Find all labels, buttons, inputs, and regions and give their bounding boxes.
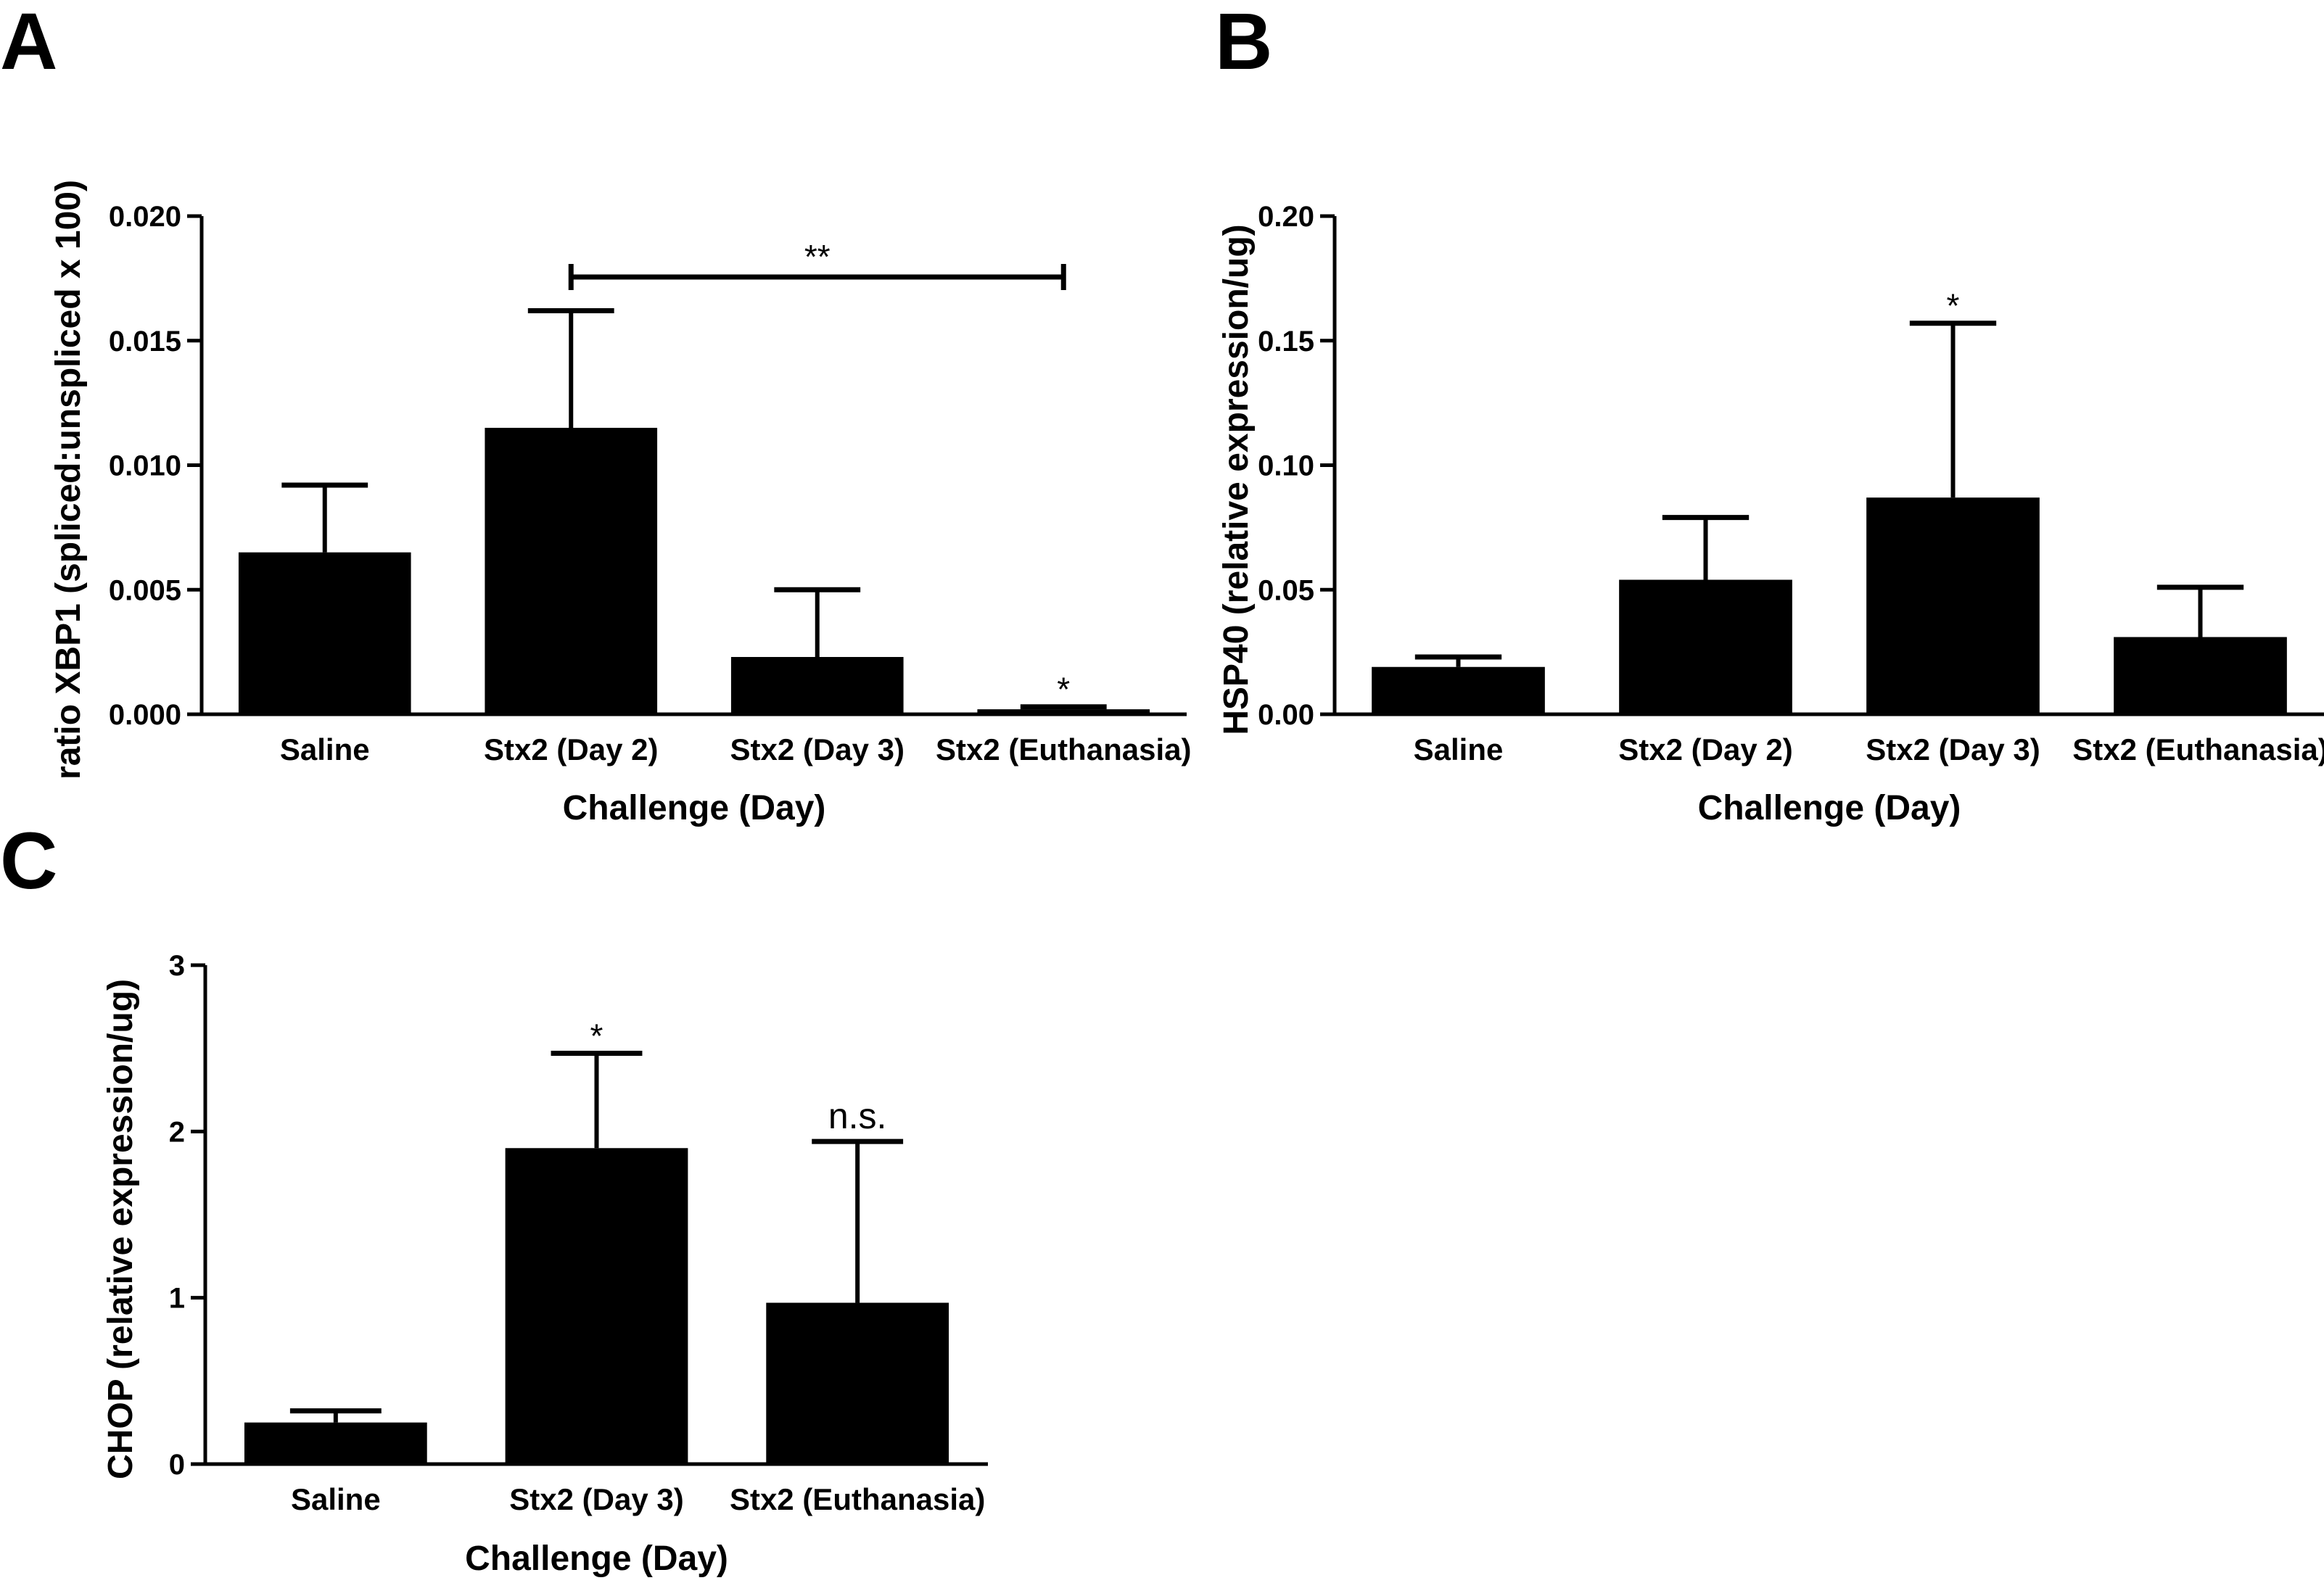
x-category-label: Stx2 (Day 2) (484, 732, 658, 766)
x-axis-title: Challenge (Day) (1698, 789, 1961, 827)
x-axis-title: Challenge (Day) (465, 1539, 728, 1578)
bar (238, 552, 411, 714)
x-category-label: Stx2 (Euthanasia) (936, 732, 1191, 766)
y-tick-label: 0.020 (109, 201, 181, 233)
x-category-label: Saline (291, 1482, 381, 1516)
bar (244, 1422, 427, 1464)
significance-marker: * (590, 1017, 603, 1055)
x-axis-title: Challenge (Day) (563, 789, 826, 827)
y-tick-label: 0.20 (1258, 201, 1314, 233)
panel-letter: A (0, 0, 57, 86)
y-axis-title: CHOP (relative expression/ug) (102, 979, 140, 1479)
significance-marker: n.s. (828, 1096, 887, 1136)
bar (1866, 497, 2040, 714)
bar (730, 656, 904, 714)
panel-letter: B (1215, 0, 1272, 86)
y-axis-title: HSP40 (relative expression/ug) (1217, 224, 1256, 735)
y-tick-label: 0.10 (1258, 450, 1314, 482)
y-axis-title: ratio XBP1 (spliced:unspliced x 100) (49, 180, 88, 780)
y-tick-label: 3 (169, 950, 185, 982)
bar (977, 709, 1150, 714)
x-category-label: Saline (1414, 732, 1504, 766)
x-category-label: Stx2 (Day 3) (730, 732, 905, 766)
bar (505, 1148, 688, 1464)
bar (1619, 579, 1792, 714)
y-tick-label: 0.000 (109, 699, 181, 731)
significance-marker: * (1947, 287, 1960, 325)
x-category-label: Stx2 (Euthanasia) (730, 1482, 985, 1516)
bar (766, 1302, 949, 1464)
y-tick-label: 0.00 (1258, 699, 1314, 731)
y-tick-label: 1 (169, 1283, 185, 1315)
y-tick-label: 2 (169, 1116, 185, 1148)
chart-panel-a: A 0.000 0.005 0.010 0.015 0.020 Saline Stx2 (Da… (0, 0, 1191, 827)
chart-panel-b: B 0.00 0.05 0.10 0.15 0.20 Saline Stx2 (Day 2) S… (1215, 0, 2324, 827)
bar (1372, 666, 1545, 714)
x-category-label: Saline (280, 732, 370, 766)
significance-marker: ** (804, 238, 831, 276)
y-tick-label: 0.005 (109, 574, 181, 606)
x-category-label: Stx2 (Euthanasia) (2072, 732, 2324, 766)
y-tick-label: 0.05 (1258, 574, 1314, 606)
y-tick-label: 0.15 (1258, 326, 1314, 357)
y-tick-label: 0.010 (109, 450, 181, 482)
x-category-label: Stx2 (Day 3) (1866, 732, 2040, 766)
chart-panel-c: C 0 1 2 3 Saline Stx2 (Day 3) Stx2 (Euthanasia)… (0, 817, 988, 1578)
y-tick-label: 0.015 (109, 326, 181, 357)
significance-marker: * (1057, 671, 1070, 708)
bar (2114, 637, 2287, 714)
bar (485, 427, 658, 714)
x-category-label: Stx2 (Day 2) (1618, 732, 1792, 766)
panel-letter: C (0, 817, 57, 906)
x-category-label: Stx2 (Day 3) (509, 1482, 683, 1516)
y-tick-label: 0 (169, 1449, 185, 1481)
